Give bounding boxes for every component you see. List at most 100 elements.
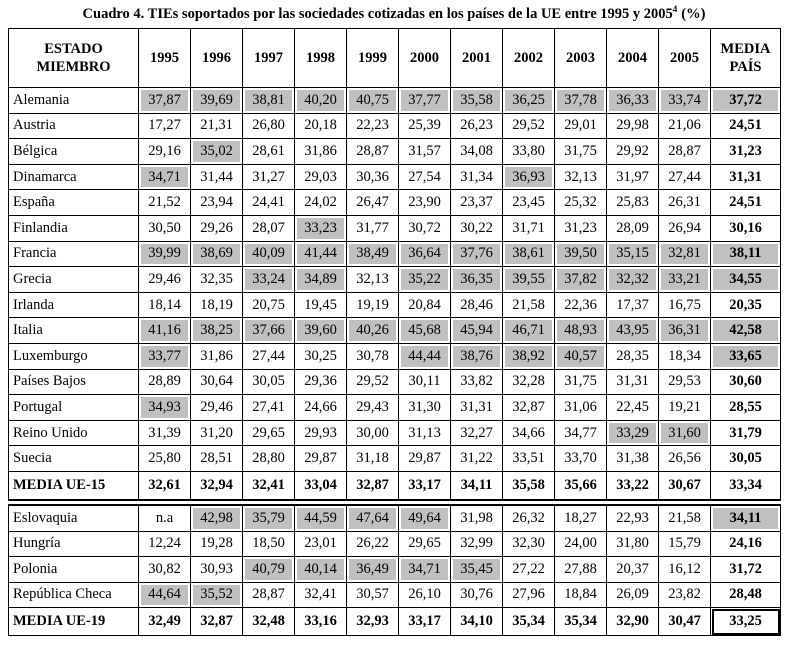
value-cell: 37,66 — [242, 317, 295, 344]
country-name: Países Bajos — [8, 368, 139, 396]
value-cell: 29,26 — [190, 214, 243, 242]
value-cell: 19,45 — [294, 291, 347, 319]
total-value: 32,48 — [242, 607, 295, 637]
value-cell: 23,94 — [190, 189, 243, 216]
value-cell: 31,27 — [242, 163, 295, 191]
value-cell: 17,27 — [138, 112, 191, 140]
data-row: Suecia 25,80 28,51 28,80 29,87 31,18 29,87 31,2… — [8, 445, 781, 472]
value-cell: 31,30 — [398, 394, 451, 421]
value-cell: 33,51 — [502, 445, 555, 472]
header-cell: 1996 — [190, 28, 243, 88]
value-cell: 26,22 — [346, 530, 399, 558]
value-cell: 37,76 — [450, 240, 503, 268]
value-cell: 36,64 — [398, 240, 451, 268]
value-cell: 32,41 — [294, 581, 347, 609]
total-value: 33,17 — [398, 470, 451, 503]
data-row: República Checa 44,64 35,52 28,87 32,41 30,57… — [8, 581, 781, 609]
value-cell: 38,92 — [502, 342, 555, 370]
header-cell: 2005 — [658, 28, 711, 88]
data-row: Italia 41,16 38,25 37,66 39,60 40,26 45,68 45,9… — [8, 317, 781, 344]
table-body: Alemania 37,87 39,69 38,81 40,20 40,75 37,77 35… — [8, 87, 781, 637]
value-cell: 47,64 — [346, 498, 399, 532]
value-cell: 27,96 — [502, 581, 555, 609]
value-cell: 28,89 — [138, 368, 191, 396]
value-cell: 20,35 — [710, 291, 781, 319]
total-value: 35,34 — [502, 607, 555, 637]
total-value: 33,04 — [294, 470, 347, 503]
country-name: Bélgica — [8, 138, 139, 165]
value-cell: 36,31 — [658, 317, 711, 344]
value-cell: 27,44 — [242, 342, 295, 370]
value-cell: 40,75 — [346, 87, 399, 114]
country-name: Suecia — [8, 445, 139, 472]
total-value: 33,17 — [398, 607, 451, 637]
data-row: Eslovaquia n.a 42,98 35,79 44,59 47,64 49,64 31… — [8, 498, 781, 532]
value-cell: 19,21 — [658, 394, 711, 421]
value-cell: 30,93 — [190, 556, 243, 583]
value-cell: 35,58 — [450, 87, 503, 114]
value-cell: 34,89 — [294, 266, 347, 293]
value-cell: 31,22 — [450, 445, 503, 472]
data-row: Alemania 37,87 39,69 38,81 40,20 40,75 37,77 35… — [8, 87, 781, 114]
value-cell: 38,11 — [710, 240, 781, 268]
value-cell: 34,71 — [138, 163, 191, 191]
value-cell: 32,87 — [502, 394, 555, 421]
value-cell: 20,18 — [294, 112, 347, 140]
value-cell: 37,77 — [398, 87, 451, 114]
value-cell: 31,86 — [190, 342, 243, 370]
value-cell: 25,39 — [398, 112, 451, 140]
total-value: 33,16 — [294, 607, 347, 637]
total-value: 33,22 — [606, 470, 659, 503]
country-name: Dinamarca — [8, 163, 139, 191]
value-cell: 24,02 — [294, 189, 347, 216]
value-cell: 28,55 — [710, 394, 781, 421]
value-cell: 26,10 — [398, 581, 451, 609]
data-row: Países Bajos 28,89 30,64 30,05 29,36 29,52 30,… — [8, 368, 781, 396]
header-cell: 1997 — [242, 28, 295, 88]
value-cell: 39,69 — [190, 87, 243, 114]
value-cell: 18,19 — [190, 291, 243, 319]
total-value: 30,67 — [658, 470, 711, 503]
data-row: España 21,52 23,94 24,41 24,02 26,47 23,90 23,3… — [8, 189, 781, 216]
total-value: 33,25 — [710, 607, 781, 637]
value-cell: 38,25 — [190, 317, 243, 344]
value-cell: 27,54 — [398, 163, 451, 191]
value-cell: 44,64 — [138, 581, 191, 609]
data-row: Hungría 12,24 19,28 18,50 23,01 26,22 29,65 32,… — [8, 530, 781, 558]
value-cell: 31,44 — [190, 163, 243, 191]
total-value: 32,94 — [190, 470, 243, 503]
header-cell: ESTADO MIEMBRO — [8, 28, 139, 88]
header-cell: 2003 — [554, 28, 607, 88]
value-cell: 29,65 — [398, 530, 451, 558]
value-cell: 28,46 — [450, 291, 503, 319]
value-cell: 17,37 — [606, 291, 659, 319]
value-cell: 20,75 — [242, 291, 295, 319]
value-cell: 36,93 — [502, 163, 555, 191]
value-cell: 24,41 — [242, 189, 295, 216]
value-cell: 31,98 — [450, 498, 503, 532]
value-cell: 38,49 — [346, 240, 399, 268]
value-cell: 22,23 — [346, 112, 399, 140]
value-cell: 40,57 — [554, 342, 607, 370]
value-cell: 34,77 — [554, 419, 607, 447]
header-row: ESTADO MIEMBRO 1995 1996 1997 1998 1999 2000 20… — [8, 28, 781, 88]
value-cell: 28,35 — [606, 342, 659, 370]
value-cell: 32,32 — [606, 266, 659, 293]
value-cell: 34,93 — [138, 394, 191, 421]
value-cell: 30,72 — [398, 214, 451, 242]
value-cell: 29,01 — [554, 112, 607, 140]
value-cell: 32,30 — [502, 530, 555, 558]
value-cell: 32,13 — [346, 266, 399, 293]
value-cell: 16,75 — [658, 291, 711, 319]
value-cell: 23,82 — [658, 581, 711, 609]
country-name: República Checa — [8, 581, 139, 609]
value-cell: 30,76 — [450, 581, 503, 609]
value-cell: 22,93 — [606, 498, 659, 532]
country-name: Austria — [8, 112, 139, 140]
value-cell: 30,00 — [346, 419, 399, 447]
total-value: 35,58 — [502, 470, 555, 503]
title-text: Cuadro 4. TIEs soportados por las socied… — [82, 5, 673, 22]
value-cell: 34,08 — [450, 138, 503, 165]
value-cell: 30,25 — [294, 342, 347, 370]
